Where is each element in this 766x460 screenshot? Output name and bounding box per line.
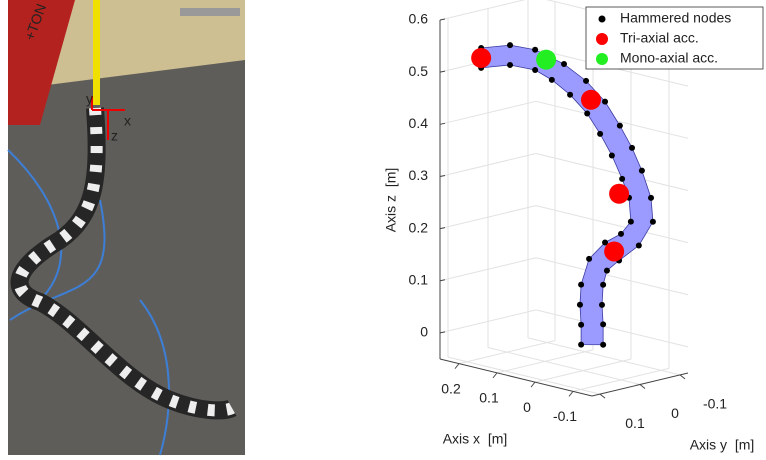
legend-box — [585, 6, 764, 70]
point — [532, 67, 539, 74]
z-tick — [439, 227, 446, 230]
point — [507, 42, 514, 49]
z-tick-label: 0.6 — [409, 11, 429, 27]
y-tick — [639, 384, 646, 389]
photo-rail — [180, 8, 240, 16]
x-axis — [439, 358, 593, 397]
legend-label: Hammered nodes — [620, 10, 731, 26]
x-tick — [530, 381, 536, 388]
point — [602, 98, 609, 105]
photo-frame-label: x — [124, 113, 131, 129]
z-tick — [439, 122, 446, 125]
legend-marker — [596, 53, 608, 65]
point — [532, 46, 539, 53]
x-tick-label: 0.1 — [479, 390, 499, 406]
z-tick — [439, 174, 446, 177]
z-tick-label: 0.4 — [409, 115, 429, 131]
x-tick — [492, 372, 498, 379]
grid-line — [487, 347, 641, 385]
y-tick — [599, 393, 606, 399]
point — [635, 242, 642, 249]
point — [597, 130, 604, 137]
point — [578, 281, 585, 288]
chart: 0 0.1 0.2 0.3 0.4 0.5 0.6 -0.1 0 0.1 0.2 -0.1 0 0.1 Ax… — [383, 0, 764, 453]
point — [602, 239, 609, 246]
point — [627, 218, 634, 225]
point — [649, 218, 656, 225]
legend-marker — [596, 33, 608, 45]
x-tick-label: 0.2 — [441, 380, 461, 396]
grid-line — [535, 152, 689, 191]
point — [600, 321, 607, 328]
photo: +TON y x z — [7, 0, 245, 456]
grid-line — [535, 309, 689, 348]
photo-strap — [93, 0, 100, 105]
z-tick-label: 0.1 — [409, 271, 429, 287]
legend-label: Mono-axial acc. — [620, 50, 718, 66]
legend: Hammered nodes Tri-axial acc. Mono-axial a… — [585, 6, 764, 70]
point — [600, 341, 607, 348]
grid-line — [535, 257, 689, 296]
point — [618, 230, 624, 237]
z-axis-title: Axis z [m] — [383, 168, 399, 233]
z-tick — [439, 70, 446, 73]
y-tick-label: 0.1 — [625, 415, 645, 431]
grid-line — [527, 337, 681, 376]
z-tick — [439, 331, 446, 334]
z-tick-label: 0.5 — [409, 63, 429, 79]
point — [578, 321, 585, 328]
point — [586, 255, 593, 262]
z-tick — [439, 18, 446, 21]
point — [599, 301, 605, 308]
point — [578, 341, 585, 348]
photo-beam-markers — [13, 107, 235, 417]
y-axis-title: Axis y [m] — [690, 437, 755, 453]
point — [584, 110, 591, 117]
z-tick-label: 0.2 — [409, 219, 429, 235]
photo-machine — [8, 0, 75, 125]
photo-frame — [91, 96, 125, 140]
grid-line — [535, 205, 689, 244]
point — [471, 47, 492, 68]
x-tick — [568, 391, 574, 397]
point — [638, 167, 645, 174]
x-tick — [454, 363, 460, 369]
photo-frame-label: z — [111, 128, 118, 144]
z-tick-label: 0 — [420, 324, 428, 340]
point — [619, 175, 626, 182]
y-tick-label: 0 — [671, 405, 679, 421]
y-tick-label: -0.1 — [703, 396, 727, 412]
grid-line — [447, 356, 601, 395]
point — [507, 61, 514, 68]
point — [604, 241, 625, 262]
point — [609, 183, 630, 204]
point — [603, 267, 610, 274]
z-tick-label: 0.3 — [409, 167, 429, 183]
point — [567, 91, 574, 98]
z-tick — [439, 279, 446, 282]
legend-marker — [598, 15, 606, 23]
point — [548, 76, 555, 83]
point — [536, 49, 557, 70]
legend-label: Tri-axial acc. — [620, 30, 699, 46]
point — [629, 144, 636, 151]
point — [583, 77, 590, 84]
photo-frame-label: y — [86, 91, 93, 107]
x-axis-title: Axis x [m] — [443, 431, 508, 447]
point — [576, 301, 583, 308]
y-tick — [679, 374, 686, 380]
point — [580, 89, 601, 110]
x-tick-label: -0.1 — [553, 408, 577, 424]
point — [561, 61, 567, 68]
point — [648, 194, 655, 201]
x-tick-label: 0 — [523, 399, 531, 415]
point — [608, 152, 615, 159]
point — [600, 281, 607, 288]
point — [616, 122, 623, 129]
